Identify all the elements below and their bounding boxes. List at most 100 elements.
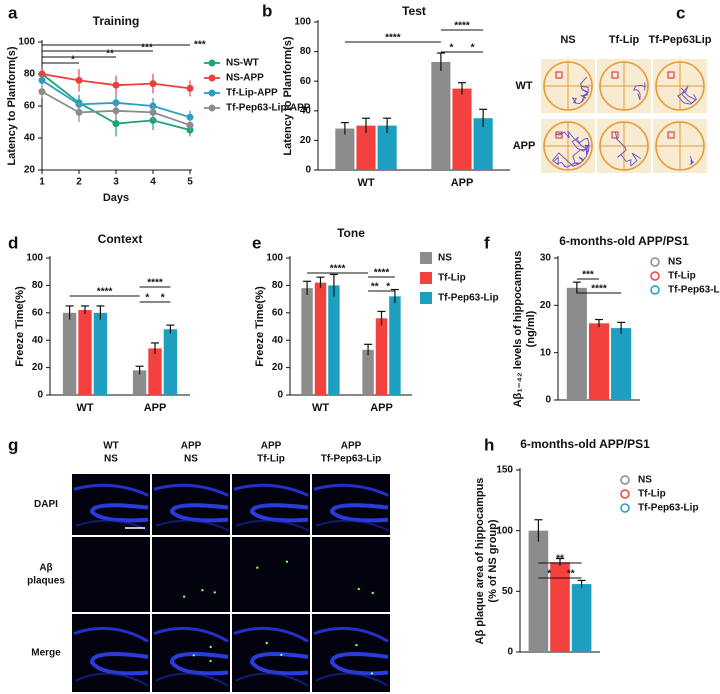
y-tick-label: 0	[507, 647, 513, 658]
chart-title: Test	[402, 4, 426, 18]
bar	[301, 288, 313, 395]
plaque	[355, 643, 358, 647]
significance: ****	[454, 21, 470, 32]
column-label: Tf-Pep63-Lip	[321, 454, 382, 465]
bar	[132, 370, 147, 395]
significance: *	[71, 55, 75, 66]
legend-label: NS-APP	[226, 73, 264, 84]
y-tick-label: 0	[545, 395, 551, 406]
panel-letter: c	[676, 3, 685, 22]
y-tick-label: 0	[37, 390, 43, 401]
chart-title: Training	[93, 14, 140, 28]
plaque	[280, 653, 283, 657]
y-tick-label: 20	[300, 135, 312, 146]
y-axis-label: Aβ₁₋₄₂ levels of hippocampus	[512, 251, 524, 408]
bar	[62, 312, 77, 395]
x-tick-label: APP	[370, 402, 393, 414]
x-tick-label: APP	[451, 177, 474, 189]
legend-label: NS	[638, 475, 652, 486]
legend-label: Tf-Pep63-Lip-APP	[226, 103, 311, 114]
y-tick-label: 40	[300, 105, 312, 116]
point	[112, 81, 120, 89]
y-tick-label: 50	[502, 586, 514, 597]
bar	[328, 285, 340, 395]
bar	[375, 318, 388, 395]
significance: *	[386, 282, 390, 293]
bar	[335, 128, 355, 170]
column-label: NS	[184, 454, 198, 465]
bar	[550, 562, 570, 652]
column-label: WT	[103, 441, 119, 452]
significance: **	[106, 49, 114, 60]
x-tick-label: WT	[312, 402, 329, 414]
panel-letter: a	[8, 3, 18, 22]
bar	[362, 349, 374, 395]
swim-path	[677, 85, 697, 105]
plaque	[357, 587, 360, 591]
platform	[667, 71, 675, 79]
y-axis-label: (ng/ml)	[525, 310, 537, 347]
legend-label: NS	[668, 257, 682, 268]
column-label: APP	[341, 441, 362, 452]
point	[75, 76, 83, 84]
platform	[611, 131, 619, 139]
y-tick-label: 100	[496, 525, 513, 536]
chart-title: 6-months-old APP/PS1	[520, 437, 650, 451]
point	[149, 80, 157, 88]
dentate-gyrus	[73, 483, 149, 497]
legend-marker	[208, 104, 216, 112]
bar	[389, 296, 401, 395]
ca-field	[155, 672, 229, 687]
bar	[452, 88, 472, 170]
significance: **	[371, 282, 379, 293]
ca-field	[315, 672, 389, 687]
column-label: APP	[261, 441, 282, 452]
legend-marker	[650, 285, 660, 295]
legend-marker	[420, 252, 432, 264]
y-tick-label: 80	[24, 69, 36, 80]
bar	[314, 282, 327, 395]
ca-field	[75, 672, 149, 687]
plaque	[182, 595, 186, 598]
x-tick-label: 2	[76, 177, 82, 188]
y-tick-label: 60	[32, 307, 44, 318]
x-tick-label: 5	[187, 177, 193, 188]
column-label: Tf-Lip	[609, 34, 640, 46]
swim-path	[689, 155, 695, 165]
swim-path	[615, 132, 641, 167]
panel-letter: f	[484, 233, 490, 252]
bar	[566, 287, 587, 400]
panel-letter: e	[252, 233, 261, 252]
y-axis-label: Freeze Time(%)	[254, 286, 266, 367]
x-tick-label: WT	[357, 177, 374, 189]
y-axis-label: Freeze Time(%)	[14, 286, 26, 367]
significance: **	[556, 554, 564, 565]
micrograph	[312, 537, 390, 612]
significance: ***	[194, 40, 206, 51]
significance: ****	[385, 33, 401, 44]
y-tick-label: 20	[272, 362, 284, 373]
point	[112, 120, 120, 128]
panel-letter: b	[262, 1, 272, 20]
legend-marker	[620, 489, 630, 499]
dentate-gyrus	[89, 503, 149, 523]
dentate-gyrus	[313, 483, 389, 497]
ca-field	[315, 519, 389, 532]
legend-marker	[620, 503, 630, 513]
significance: *	[547, 569, 551, 580]
y-tick-label: 100	[18, 37, 35, 48]
ca-field	[155, 519, 229, 532]
significance: *	[161, 293, 165, 304]
legend-label: NS-WT	[226, 58, 259, 69]
platform	[555, 131, 563, 139]
legend-label: Tf-Lip	[668, 271, 696, 282]
bar	[473, 118, 493, 170]
point	[186, 113, 194, 121]
dentate-gyrus	[329, 652, 389, 676]
legend-marker	[208, 59, 216, 67]
y-axis-label: Latency to Planform(s)	[6, 46, 18, 166]
column-label: APP	[181, 441, 202, 452]
platform	[611, 71, 619, 79]
dentate-gyrus	[313, 626, 389, 643]
